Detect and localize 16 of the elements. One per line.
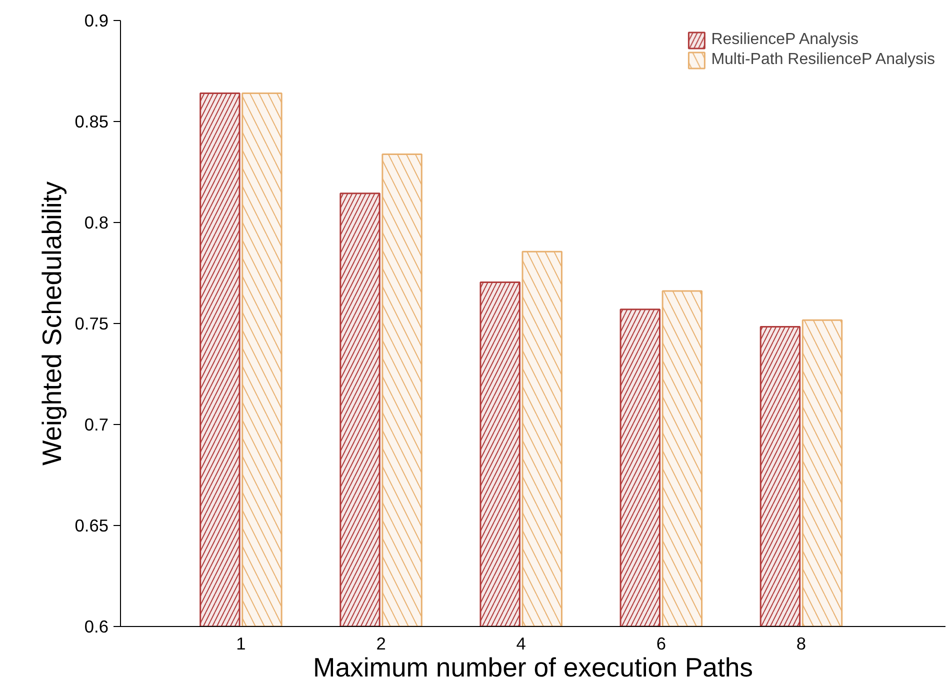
x-tick-label: 8 <box>796 634 806 654</box>
legend-label: Multi-Path ResilienceP Analysis <box>711 51 935 69</box>
x-tick-label: 2 <box>376 634 386 654</box>
y-tick-label: 0.75 <box>74 314 109 334</box>
y-tick-label: 0.85 <box>74 112 109 132</box>
y-tick-label: 0.65 <box>74 516 109 536</box>
y-tick-label: 0.7 <box>84 414 109 434</box>
y-axis-title: Weighted Schedulability <box>36 180 67 466</box>
x-tick-label: 4 <box>516 634 526 654</box>
y-tick-label: 0.9 <box>84 10 109 30</box>
y-tick-label: 0.6 <box>84 616 109 636</box>
legend-label: ResilienceP Analysis <box>711 31 859 49</box>
x-tick-label: 6 <box>656 634 666 654</box>
x-axis-title: Maximum number of execution Paths <box>312 652 754 682</box>
x-tick-label: 1 <box>236 634 246 654</box>
y-tick-label: 0.8 <box>84 212 109 232</box>
